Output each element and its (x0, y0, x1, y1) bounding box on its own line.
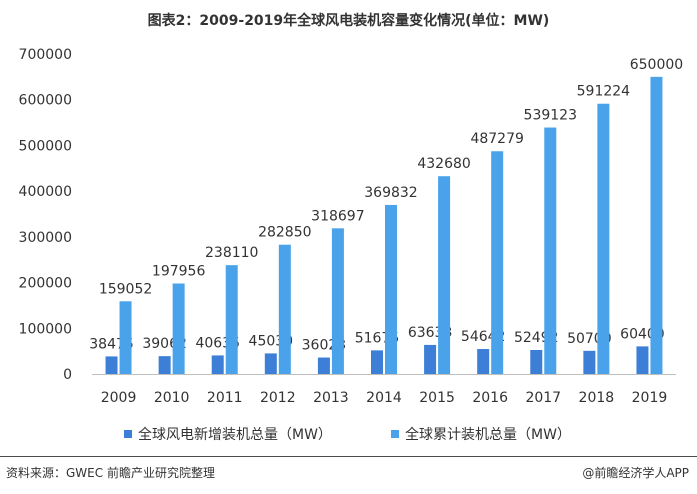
x-tick-label: 2013 (313, 390, 349, 406)
legend-label-new: 全球风电新增装机总量（MW） (138, 427, 332, 443)
brand-credit: @前瞻经济学人APP (582, 466, 689, 480)
data-label-cumulative: 197956 (152, 264, 206, 280)
x-tick-label: 2016 (472, 390, 508, 406)
bar-cumulative (597, 103, 610, 375)
bar-cumulative (650, 76, 663, 374)
bar-cumulative (438, 176, 451, 374)
bar-new (317, 357, 330, 374)
y-tick-label: 500000 (19, 138, 72, 154)
bar-new (158, 356, 171, 374)
bar-new (477, 349, 490, 374)
bar-new (530, 350, 543, 374)
x-tick-label: 2012 (260, 390, 296, 406)
chart-title: 图表2：2009-2019年全球风电装机容量变化情况(单位：MW) (147, 13, 550, 29)
x-tick-label: 2009 (101, 390, 137, 406)
bar-new (371, 350, 383, 374)
bar-chart: 0 100000 200000 300000 400000 500000 600000 700… (19, 47, 684, 406)
bar-cumulative (172, 283, 185, 374)
legend-item-new: 全球风电新增装机总量（MW） (124, 424, 332, 444)
source-note: 资料来源：GWEC 前瞻产业研究院整理 (6, 466, 215, 480)
footer-divider (0, 456, 697, 457)
bar-cumulative (491, 151, 504, 374)
bar-new (424, 344, 437, 374)
data-label-cumulative: 159052 (99, 281, 152, 297)
data-label-cumulative: 487279 (470, 131, 523, 147)
legend-item-cumulative: 全球累计装机总量（MW） (391, 424, 571, 444)
legend-swatch-cumulative (391, 430, 399, 438)
y-tick-label: 300000 (19, 230, 72, 246)
data-label-cumulative: 318697 (311, 208, 364, 224)
x-tick-label: 2017 (525, 390, 561, 406)
data-label-cumulative: 591224 (577, 84, 631, 100)
y-tick-label: 400000 (19, 184, 72, 200)
bar-cumulative (544, 127, 557, 375)
bar-cumulative (278, 244, 291, 374)
x-tick-label: 2010 (154, 390, 190, 406)
data-label-cumulative: 282850 (258, 225, 311, 241)
data-label-cumulative: 238110 (205, 245, 258, 261)
bar-cumulative (225, 265, 238, 374)
bar-cumulative (385, 204, 397, 374)
data-label-cumulative: 432680 (417, 156, 470, 172)
x-tick-label: 2019 (632, 390, 668, 406)
x-tick-label: 2015 (419, 390, 455, 406)
bar-new (264, 353, 277, 374)
x-tick-label: 2018 (579, 390, 615, 406)
y-tick-label: 200000 (19, 276, 72, 292)
bar-cumulative (119, 301, 132, 374)
data-label-cumulative: 369832 (364, 185, 417, 201)
data-label-cumulative: 650000 (630, 57, 683, 73)
y-tick-label: 100000 (19, 321, 72, 337)
x-tick-label: 2014 (366, 390, 402, 406)
legend-swatch-new (124, 430, 132, 438)
legend-label-cumulative: 全球累计装机总量（MW） (405, 427, 571, 443)
bar-new (105, 356, 118, 374)
bar-new (636, 346, 649, 374)
bar-new (583, 350, 596, 374)
x-tick-label: 2011 (207, 390, 243, 406)
y-tick-label: 700000 (19, 47, 72, 63)
bar-new (211, 355, 224, 374)
y-tick-label: 600000 (19, 93, 72, 109)
bar-cumulative (331, 228, 344, 374)
data-label-cumulative: 539123 (524, 108, 577, 124)
y-tick-label: 0 (63, 367, 72, 383)
